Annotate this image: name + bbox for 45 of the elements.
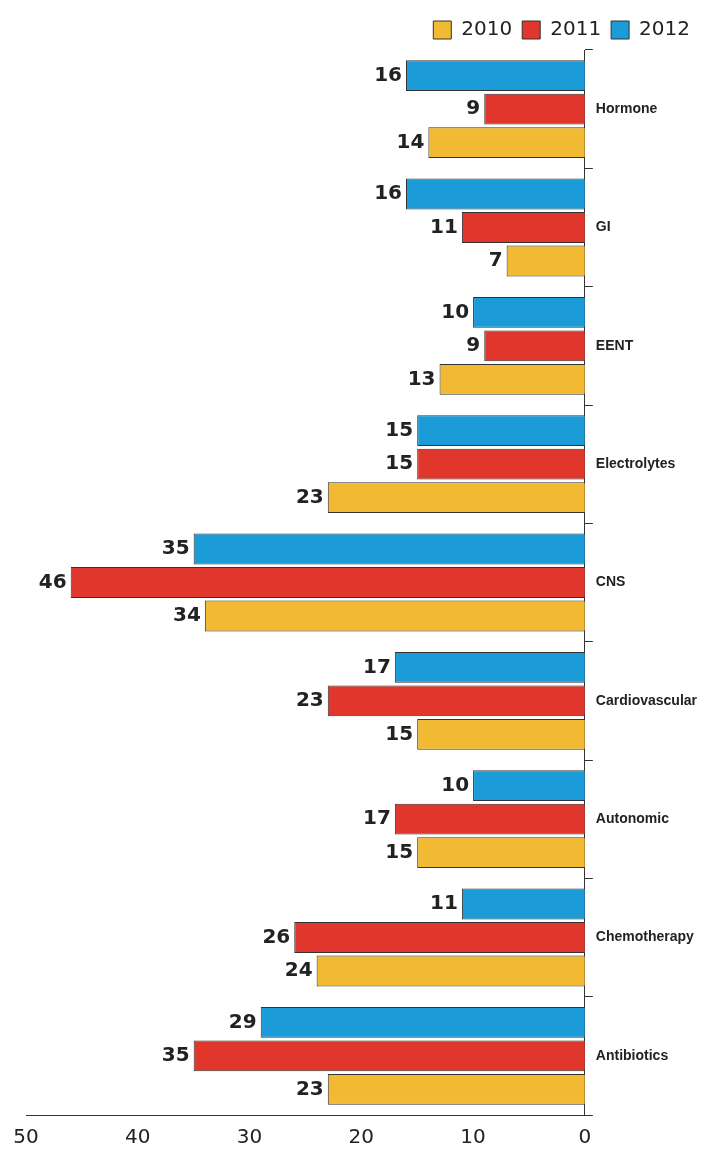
data-label: 15: [385, 416, 414, 441]
x-tick-label: 40: [125, 1124, 151, 1149]
data-label: 13: [407, 365, 436, 390]
legend-label: 2012: [639, 16, 691, 41]
y-tick-label: EENT: [595, 336, 634, 353]
x-tick-label: 20: [348, 1124, 375, 1149]
data-label: 46: [38, 568, 67, 593]
data-label: 10: [441, 298, 470, 323]
data-label: 7: [488, 247, 503, 272]
y-tick-label: CNS: [595, 573, 626, 590]
legend-label: 2010: [461, 16, 513, 41]
y-tick-label: GI: [595, 218, 611, 235]
y-tick-label: Chemotherapy: [595, 928, 695, 945]
data-label: 24: [284, 957, 313, 982]
data-label: 23: [295, 1075, 324, 1100]
y-tick-label: Hormone: [595, 100, 658, 117]
data-label: 15: [385, 838, 414, 863]
x-tick-label: 30: [236, 1124, 263, 1149]
legend-label: 2011: [550, 16, 602, 41]
y-tick-label: Electrolytes: [595, 455, 676, 472]
data-label: 16: [374, 61, 403, 86]
data-label: 26: [262, 923, 291, 948]
data-label: 17: [362, 805, 391, 830]
data-label: 23: [295, 687, 324, 712]
y-tick-label: Autonomic: [595, 810, 670, 827]
y-tick-label: Cardiovascular: [595, 691, 698, 708]
data-label: 10: [441, 771, 470, 796]
x-tick-label: 0: [578, 1124, 592, 1149]
x-tick-label: 50: [13, 1124, 39, 1149]
data-label: 11: [430, 213, 458, 238]
data-label: 23: [295, 483, 324, 508]
data-label: 17: [362, 653, 391, 678]
data-label: 15: [385, 720, 414, 745]
data-label: 35: [161, 1042, 190, 1067]
data-label: 11: [430, 890, 458, 915]
y-tick-label: Antibiotics: [595, 1046, 669, 1063]
data-label: 14: [396, 128, 425, 153]
data-label: 35: [161, 535, 190, 560]
data-label: 16: [374, 180, 403, 205]
data-label: 34: [172, 602, 201, 627]
data-label: 9: [466, 332, 481, 357]
data-label: 15: [385, 450, 414, 475]
x-tick-label: 10: [460, 1124, 486, 1149]
data-label: 29: [228, 1008, 257, 1033]
data-label: 9: [466, 95, 481, 120]
